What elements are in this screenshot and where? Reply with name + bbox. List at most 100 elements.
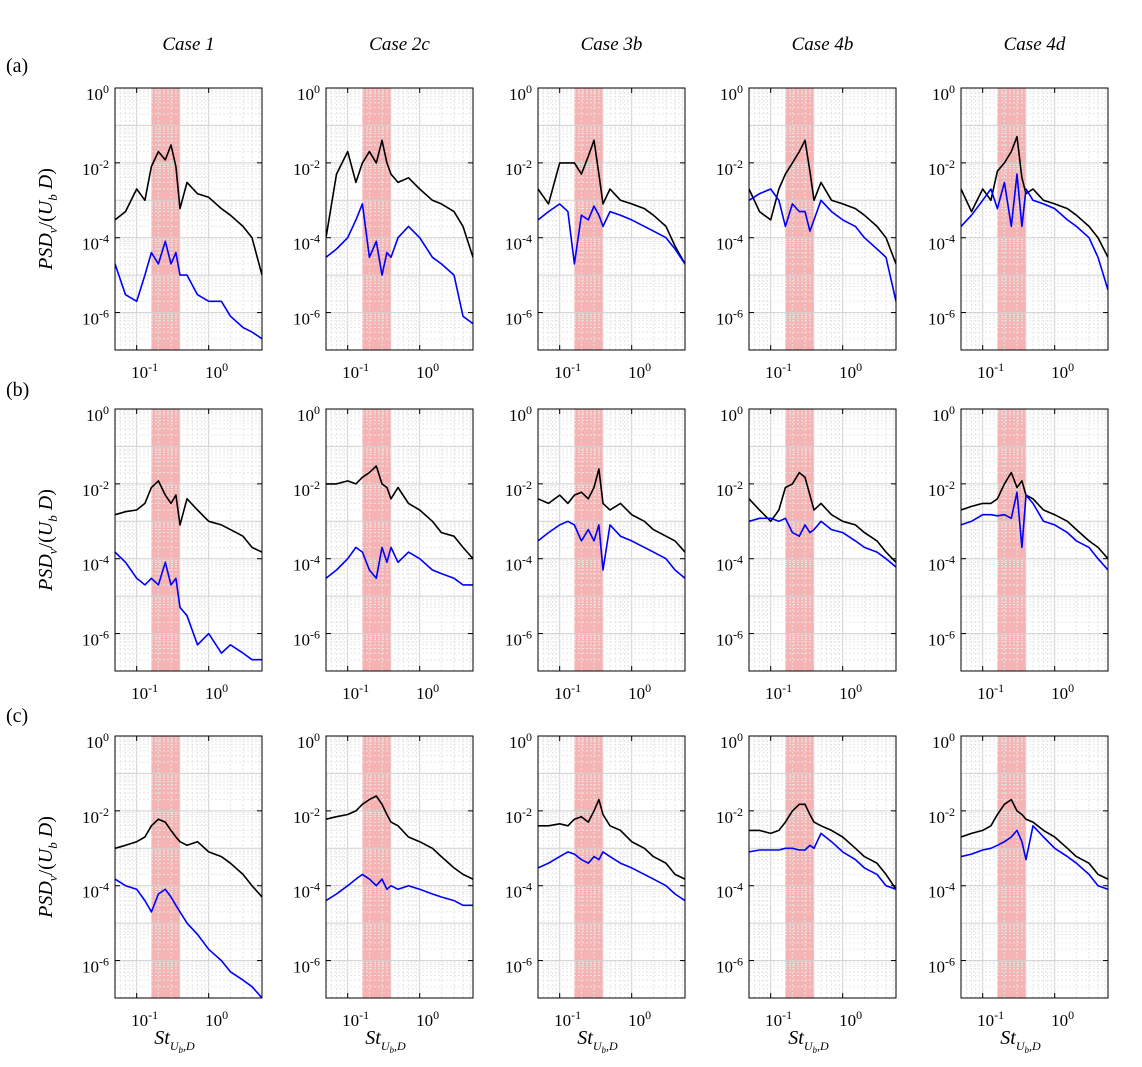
panel-b5: 100 10-2 10-4 10-6 10-1 100 [928,403,1109,703]
x-axis-label: StUb,D [788,1027,829,1055]
y-tick-label: 10-6 [82,628,109,650]
y-tick-label: 100 [720,730,743,752]
y-tick-label: 10-2 [293,478,320,500]
y-tick-label: 10-4 [82,553,109,575]
y-tick-label: 100 [932,403,955,425]
grid [961,736,1108,998]
series-line-blue [749,517,896,568]
axes-frame [748,735,897,999]
x-tick-label: 10-1 [765,681,792,703]
x-tick-label: 100 [205,360,228,382]
y-tick-label: 10-6 [293,307,320,329]
y-tick-label: 10-6 [928,307,955,329]
x-tick-label: 100 [628,681,651,703]
series-line-blue [749,832,896,891]
x-axis-label: StUb,D [1000,1027,1041,1055]
x-tick-label: 10-1 [342,681,369,703]
x-tick-label: 10-1 [977,360,1004,382]
x-tick-label: 100 [205,1008,228,1030]
column-title: Case 2c [369,34,430,55]
y-axis-label: PSDv/(Ub D) [35,489,60,592]
x-tick-label: 100 [839,681,862,703]
y-tick-label: 100 [86,730,109,752]
series-line-black [749,803,896,890]
y-tick-label: 10-4 [293,880,320,902]
y-tick-label: 100 [932,82,955,104]
y-tick-label: 100 [720,403,743,425]
axes-frame [537,87,686,351]
y-tick-label: 10-6 [505,955,532,977]
axes-frame [114,408,263,672]
series-line-black [961,471,1108,560]
grid [326,736,473,998]
y-tick-label: 100 [932,730,955,752]
x-tick-label: 100 [416,1008,439,1030]
y-tick-label: 10-4 [716,232,743,254]
column-title: Case 4b [792,34,854,55]
axes-frame [960,408,1109,672]
x-axis-label: StUb,D [154,1027,195,1055]
y-tick-label: 10-2 [505,805,532,827]
y-tick-label: 10-6 [82,955,109,977]
y-tick-label: 10-2 [293,157,320,179]
series-line-blue [326,873,473,907]
y-tick-label: 10-6 [928,628,955,650]
series-line-black [115,818,262,898]
x-tick-label: 100 [839,1008,862,1030]
grid [961,409,1108,671]
y-tick-label: 10-4 [293,553,320,575]
row-label: (a) [6,55,28,77]
y-tick-label: 10-6 [293,628,320,650]
y-tick-label: 10-6 [716,955,743,977]
x-tick-label: 10-1 [977,681,1004,703]
axes-frame [748,87,897,351]
y-tick-label: 10-2 [928,478,955,500]
series-line-black [326,465,473,560]
axes-frame [114,87,263,351]
series-line-blue [538,203,685,265]
series-line-black [326,795,473,880]
panel-b4: 100 10-2 10-4 10-6 10-1 100 [716,403,897,703]
panel-a3: 100 10-2 10-4 10-6 10-1 100 [505,82,686,382]
x-tick-label: 100 [1051,1008,1074,1030]
series-line-black [538,468,685,553]
y-tick-label: 10-4 [928,880,955,902]
panel-a1: 100 10-2 10-4 10-6 10-1 100 PSDv/(Ub D) [35,82,263,382]
x-tick-label: 100 [839,360,862,382]
y-tick-label: 10-4 [82,232,109,254]
y-tick-label: 100 [297,730,320,752]
series-line-black [115,480,262,553]
axes-frame [748,408,897,672]
series-line-black [749,139,896,265]
y-tick-label: 10-4 [928,553,955,575]
y-tick-label: 10-4 [293,232,320,254]
axes-frame [325,87,474,351]
y-tick-label: 10-2 [928,805,955,827]
x-tick-label: 10-1 [765,360,792,382]
series-line-blue [961,173,1108,291]
y-tick-label: 10-2 [82,478,109,500]
y-tick-label: 10-6 [82,307,109,329]
x-tick-label: 100 [416,681,439,703]
axes-frame [960,735,1109,999]
x-tick-label: 10-1 [554,360,581,382]
series-line-blue [961,824,1108,891]
y-tick-label: 10-6 [505,307,532,329]
panel-b3: 100 10-2 10-4 10-6 10-1 100 [505,403,686,703]
axes-frame [325,735,474,999]
y-tick-label: 10-4 [82,880,109,902]
column-titles: Case 1 Case 2c Case 3b Case 4b Case 4d [162,34,1066,55]
series-line-blue [538,851,685,902]
row-labels: (a) (b) (c) [6,55,29,727]
panels: 100 10-2 10-4 10-6 10-1 100 PSDv/(Ub D) 100 10-2… [35,82,1109,1055]
y-tick-label: 10-2 [716,805,743,827]
row-label: (b) [6,379,29,401]
series-line-black [538,798,685,880]
grid [538,409,685,671]
panel-a2: 100 10-2 10-4 10-6 10-1 100 [293,82,474,382]
y-tick-label: 10-2 [293,805,320,827]
